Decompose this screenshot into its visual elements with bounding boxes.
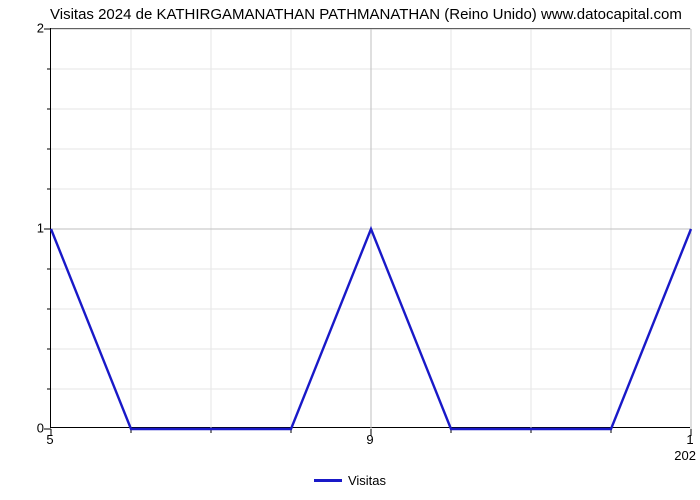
y-tick-label: 2 bbox=[37, 21, 44, 36]
chart-title: Visitas 2024 de KATHIRGAMANATHAN PATHMAN… bbox=[50, 6, 682, 23]
x-tick-label: 5 bbox=[46, 432, 53, 447]
legend: Visitas bbox=[0, 469, 700, 488]
visits-line-chart: Visitas 2024 de KATHIRGAMANATHAN PATHMAN… bbox=[0, 0, 700, 500]
secondary-x-label: 202 bbox=[674, 448, 696, 463]
plot-area bbox=[50, 28, 690, 428]
y-tick-label: 1 bbox=[37, 221, 44, 236]
plot-svg bbox=[51, 29, 691, 429]
x-tick-label: 1 bbox=[686, 432, 693, 447]
x-tick-label: 9 bbox=[366, 432, 373, 447]
legend-item-visitas: Visitas bbox=[314, 473, 386, 488]
legend-swatch bbox=[314, 479, 342, 482]
legend-label: Visitas bbox=[348, 473, 386, 488]
y-tick-label: 0 bbox=[37, 421, 44, 436]
